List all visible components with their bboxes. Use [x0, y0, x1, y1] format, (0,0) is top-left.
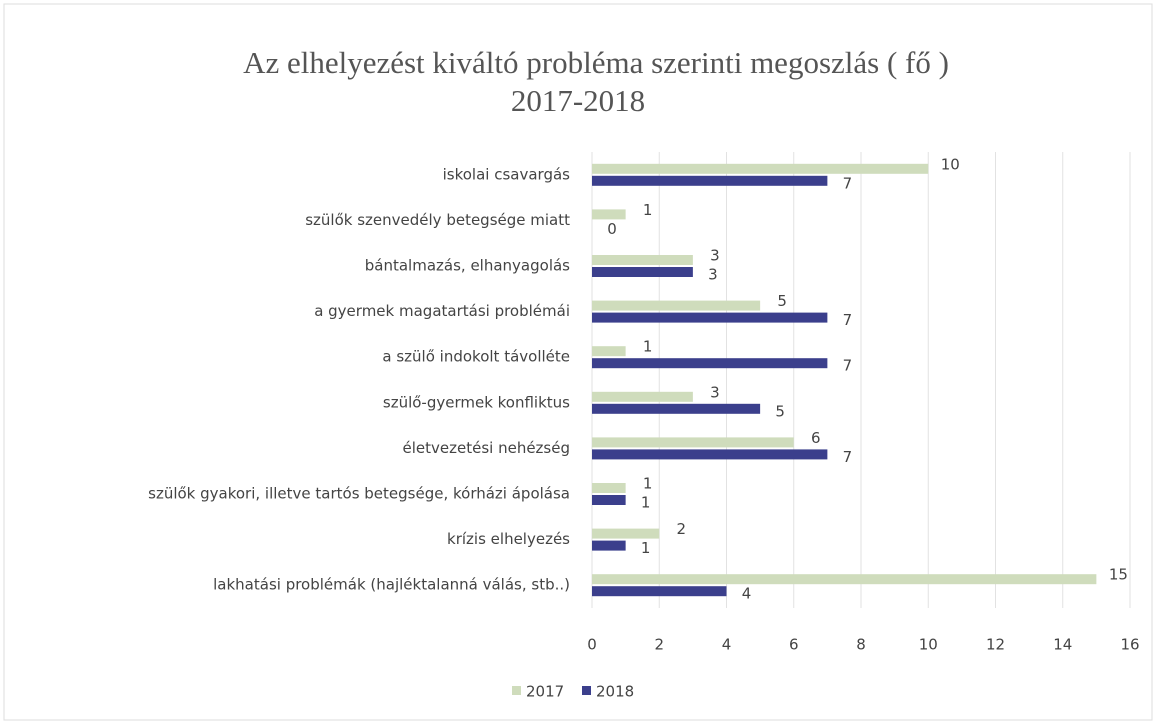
bar [592, 437, 794, 448]
x-tick-label: 8 [856, 636, 866, 654]
legend-swatch [582, 686, 591, 695]
bar [592, 255, 693, 265]
x-tick-label: 12 [986, 636, 1005, 654]
x-tick-label: 6 [789, 636, 799, 654]
data-label: 1 [643, 475, 653, 493]
x-tick-label: 10 [919, 636, 938, 654]
y-tick-label: krízis elhelyezés [447, 530, 570, 548]
data-label: 3 [710, 247, 720, 265]
bar [592, 495, 626, 505]
x-tick-label: 16 [1120, 636, 1139, 654]
bar [592, 403, 761, 414]
y-tick-label: a szülő indokolt távolléte [382, 348, 570, 366]
chart-title: Az elhelyezést kiváltó probléma szerinti… [243, 45, 949, 80]
bar [592, 209, 626, 220]
x-tick-label: 4 [722, 636, 732, 654]
data-label: 10 [941, 155, 960, 173]
y-tick-label: a gyermek magatartási problémái [314, 302, 570, 320]
data-label: 6 [811, 429, 821, 447]
x-tick-label: 0 [587, 636, 597, 654]
data-label: 3 [710, 383, 720, 401]
bar [592, 175, 828, 186]
data-label: 0 [607, 220, 617, 238]
bar [592, 300, 761, 311]
x-tick-label: 14 [1053, 636, 1072, 654]
data-label: 7 [843, 311, 853, 329]
legend-label: 2018 [596, 683, 634, 701]
y-tick-label: iskolai csavargás [443, 165, 571, 183]
data-label: 1 [641, 494, 651, 512]
y-tick-label: életvezetési nehézség [403, 439, 570, 457]
bar [592, 540, 626, 551]
bar [592, 267, 693, 277]
data-label: 5 [777, 292, 787, 310]
data-label: 5 [775, 402, 785, 420]
data-label: 3 [708, 266, 718, 284]
data-label: 4 [742, 585, 752, 603]
legend-swatch [512, 686, 521, 695]
bar [592, 358, 828, 369]
y-tick-label: bántalmazás, elhanyagolás [365, 257, 570, 275]
bar [592, 163, 929, 174]
bar [592, 483, 626, 493]
legend-label: 2017 [526, 683, 564, 701]
bar [592, 312, 828, 323]
y-tick-label: szülő-gyermek konfliktus [383, 393, 570, 411]
chart-frame [3, 3, 1153, 721]
data-label: 1 [643, 201, 653, 219]
data-label: 7 [843, 357, 853, 375]
data-label: 1 [643, 338, 653, 356]
data-label: 1 [641, 539, 651, 557]
bar [592, 391, 693, 402]
y-tick-label: szülők szenvedély betegsége miatt [305, 211, 570, 229]
bar [592, 449, 828, 460]
y-tick-label: szülők gyakori, illetve tartós betegsége… [148, 485, 570, 503]
y-tick-label: lakhatási problémák (hajléktalanná válás… [213, 576, 570, 594]
data-label: 2 [676, 520, 686, 538]
bar [592, 586, 727, 597]
bar [592, 528, 660, 539]
bar [592, 346, 626, 357]
chart-subtitle: 2017-2018 [511, 83, 645, 118]
data-label: 7 [843, 174, 853, 192]
x-tick-label: 2 [654, 636, 664, 654]
data-label: 15 [1109, 566, 1128, 584]
bar [592, 574, 1097, 585]
data-label: 7 [843, 448, 853, 466]
